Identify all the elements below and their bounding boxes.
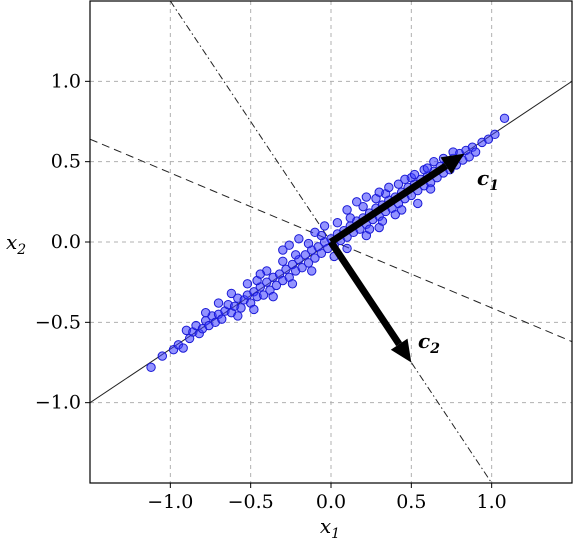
data-point-41 xyxy=(297,263,307,273)
data-point-141 xyxy=(213,298,224,308)
data-points xyxy=(146,113,510,373)
data-point-131 xyxy=(409,169,420,180)
data-point-95 xyxy=(470,147,481,157)
data-point-0 xyxy=(146,362,156,373)
y-tick-label-3: 0.5 xyxy=(51,151,81,173)
data-point-116 xyxy=(249,304,259,315)
data-point-124 xyxy=(390,209,400,220)
vector-head-c1 xyxy=(440,153,465,175)
data-point-148 xyxy=(413,198,423,209)
data-point-137 xyxy=(294,234,304,244)
data-point-1 xyxy=(157,351,168,361)
data-point-119 xyxy=(307,266,317,276)
y-tick-label-0: −1.0 xyxy=(35,392,81,414)
data-point-145 xyxy=(364,224,375,234)
data-point-115 xyxy=(233,311,243,321)
data-point-29 xyxy=(258,290,269,300)
data-point-102 xyxy=(278,256,288,266)
data-point-99 xyxy=(499,113,510,123)
data-point-128 xyxy=(374,187,384,197)
y-axis-label: x2 xyxy=(6,230,26,258)
data-point-130 xyxy=(400,174,410,185)
data-point-129 xyxy=(384,182,394,193)
vector-shaft-c2 xyxy=(328,240,403,347)
component-vectors xyxy=(328,153,465,363)
x-axis-label: x1 xyxy=(320,514,340,542)
data-point-16 xyxy=(217,314,227,324)
data-point-43 xyxy=(303,258,314,268)
data-point-144 xyxy=(255,269,266,279)
data-point-42 xyxy=(300,250,310,260)
data-point-106 xyxy=(332,218,343,228)
data-point-143 xyxy=(242,279,253,289)
data-point-93 xyxy=(464,152,474,162)
vector-label-c2: c2 xyxy=(418,329,440,357)
y-tick-label-1: −0.5 xyxy=(35,311,81,333)
data-point-139 xyxy=(319,221,330,231)
data-point-104 xyxy=(303,238,314,249)
x-tick-label-0: −1.0 xyxy=(147,491,193,513)
y-tick-label-2: 0.0 xyxy=(51,231,81,253)
data-point-136 xyxy=(284,240,294,250)
data-point-149 xyxy=(425,184,436,194)
vector-label-c1: c1 xyxy=(477,166,499,194)
vector-head-c2 xyxy=(390,338,412,363)
data-point-125 xyxy=(342,205,352,215)
data-point-117 xyxy=(268,291,278,302)
data-point-118 xyxy=(287,279,298,289)
guide-line-principal-axis-2 xyxy=(169,1,493,483)
data-point-33 xyxy=(271,280,282,291)
data-point-142 xyxy=(200,307,211,318)
data-point-103 xyxy=(290,250,301,260)
data-point-36 xyxy=(281,264,291,275)
data-point-132 xyxy=(422,163,433,173)
axis-ticks: −1.0 −0.5 0.0 0.5 1.0 −1.0 −0.5 0.0 0.5 1.0 xyxy=(35,70,507,513)
data-point-97 xyxy=(483,134,494,144)
data-point-111 xyxy=(393,179,404,189)
data-point-30 xyxy=(262,277,272,287)
grid-lines xyxy=(90,1,572,483)
y-tick-label-4: 1.0 xyxy=(51,70,81,92)
data-point-22 xyxy=(236,303,246,313)
data-point-47 xyxy=(316,248,327,258)
x-tick-label-3: 0.5 xyxy=(396,491,426,513)
data-point-98 xyxy=(490,129,500,140)
data-point-114 xyxy=(429,156,439,167)
data-point-147 xyxy=(396,205,407,215)
data-point-4 xyxy=(178,343,188,353)
data-point-108 xyxy=(358,201,368,212)
data-point-126 xyxy=(352,197,362,207)
data-point-138 xyxy=(310,227,320,238)
data-point-140 xyxy=(226,288,237,299)
data-point-121 xyxy=(342,243,352,254)
data-point-127 xyxy=(361,192,372,202)
data-point-45 xyxy=(310,253,320,263)
x-tick-label-4: 1.0 xyxy=(477,491,507,513)
data-point-107 xyxy=(345,213,355,223)
x-tick-label-2: 0.0 xyxy=(316,491,346,513)
data-point-135 xyxy=(278,245,288,255)
data-point-146 xyxy=(377,216,388,226)
vector-shaft-c1 xyxy=(329,162,448,245)
x-tick-label-1: −0.5 xyxy=(228,491,274,513)
